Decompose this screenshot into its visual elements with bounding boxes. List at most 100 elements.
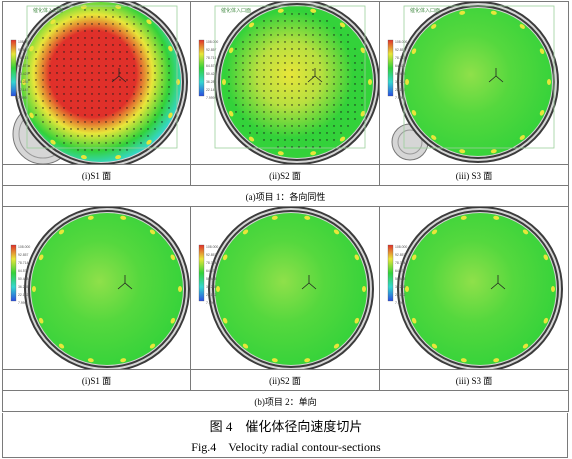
wall-hotspot bbox=[459, 149, 466, 154]
vector-dot bbox=[340, 69, 342, 71]
vector-dot bbox=[154, 79, 156, 81]
vector-dot bbox=[77, 51, 79, 53]
vector-dot bbox=[305, 48, 307, 50]
vector-dot bbox=[133, 44, 135, 46]
vector-dot bbox=[105, 72, 107, 74]
vector-dot bbox=[263, 76, 265, 78]
vector-dot bbox=[326, 62, 328, 64]
vector-dot bbox=[298, 111, 300, 113]
vector-dot bbox=[284, 13, 286, 15]
vector-dot bbox=[263, 34, 265, 36]
vector-dot bbox=[91, 149, 93, 151]
vector-dot bbox=[49, 58, 51, 60]
vector-dot bbox=[140, 37, 142, 39]
vector-dot bbox=[319, 90, 321, 92]
wall-hotspot bbox=[360, 110, 366, 117]
vector-dot bbox=[119, 121, 121, 123]
vector-dot bbox=[112, 51, 114, 53]
vector-dot bbox=[333, 48, 335, 50]
vector-dot bbox=[347, 83, 349, 85]
vector-dot bbox=[242, 41, 244, 43]
vector-dot bbox=[84, 37, 86, 39]
vector-dot bbox=[105, 149, 107, 151]
vector-dot bbox=[56, 135, 58, 137]
axis-triad bbox=[497, 282, 506, 290]
wall-hotspot bbox=[431, 24, 437, 29]
vector-dot bbox=[56, 51, 58, 53]
vector-dot bbox=[77, 37, 79, 39]
vector-dot bbox=[161, 51, 163, 53]
vector-dot bbox=[126, 100, 128, 102]
vector-dot bbox=[256, 55, 258, 57]
vector-dot bbox=[91, 86, 93, 88]
contour-image-a-s2: 108.000 92.857 78.714 64.571 50.428 36.285 22.… bbox=[198, 2, 379, 164]
vector-dot bbox=[84, 121, 86, 123]
wall-hotspot bbox=[339, 22, 346, 28]
vector-dot bbox=[168, 86, 170, 88]
vector-dot bbox=[291, 62, 293, 64]
vector-dot bbox=[56, 93, 58, 95]
vector-dot bbox=[63, 121, 65, 123]
legend-tick-label: 36.285 bbox=[395, 80, 405, 84]
vector-dot bbox=[291, 146, 293, 148]
velocity-contour bbox=[404, 213, 556, 365]
vector-dot bbox=[242, 125, 244, 127]
legend-tick-label: 22.142 bbox=[395, 293, 405, 297]
vector-dot bbox=[147, 72, 149, 74]
vector-dot bbox=[91, 93, 93, 95]
vector-dot bbox=[284, 139, 286, 141]
vector-dot bbox=[361, 83, 363, 85]
wall-hotspot bbox=[411, 109, 417, 116]
vector-dot bbox=[284, 20, 286, 22]
vector-dot bbox=[147, 51, 149, 53]
vector-dot bbox=[326, 55, 328, 57]
vector-dot bbox=[319, 146, 321, 148]
vector-dot bbox=[298, 90, 300, 92]
vector-dot bbox=[319, 83, 321, 85]
vector-dot bbox=[147, 37, 149, 39]
legend-bar bbox=[198, 244, 205, 302]
vector-dot bbox=[98, 37, 100, 39]
vector-dot bbox=[235, 76, 237, 78]
vector-dot bbox=[312, 27, 314, 29]
vector-dot bbox=[277, 146, 279, 148]
legend-tick-label: 108.000 bbox=[18, 40, 30, 44]
vector-dot bbox=[277, 83, 279, 85]
vector-dot bbox=[126, 135, 128, 137]
vector-dot bbox=[312, 146, 314, 148]
vector-dot bbox=[319, 125, 321, 127]
vector-dot bbox=[235, 90, 237, 92]
vector-dot bbox=[291, 48, 293, 50]
vector-dot bbox=[112, 128, 114, 130]
vector-dot bbox=[84, 107, 86, 109]
vector-dot bbox=[312, 20, 314, 22]
wall-hotspot bbox=[493, 215, 500, 220]
wall-hotspot bbox=[22, 79, 26, 85]
vector-dot bbox=[263, 118, 265, 120]
vector-dot bbox=[354, 97, 356, 99]
legend-tick-label: 92.857 bbox=[206, 253, 216, 257]
wall-hotspot bbox=[543, 317, 549, 324]
wall-hotspot bbox=[522, 229, 529, 235]
wall-hotspot bbox=[222, 79, 226, 85]
vector-dot bbox=[291, 97, 293, 99]
legend-tick-label: 108.000 bbox=[206, 40, 218, 44]
vector-dot bbox=[105, 9, 107, 11]
vector-dot bbox=[42, 65, 44, 67]
legend-tick-label: 64.571 bbox=[206, 269, 216, 273]
vector-dot bbox=[154, 37, 156, 39]
vector-dot bbox=[263, 83, 265, 85]
vector-dot bbox=[326, 69, 328, 71]
vector-dot bbox=[291, 139, 293, 141]
panel-b-s2: 108.000 92.857 78.714 64.571 50.428 36.285 22.… bbox=[190, 206, 380, 370]
vector-dot bbox=[326, 90, 328, 92]
vector-dot bbox=[70, 107, 72, 109]
vector-dot bbox=[70, 93, 72, 95]
vector-dot bbox=[147, 93, 149, 95]
vector-dot bbox=[119, 86, 121, 88]
vector-dot bbox=[42, 114, 44, 116]
vector-dot bbox=[98, 72, 100, 74]
legend-tick-label: 36.285 bbox=[18, 80, 28, 84]
legend-tick-label: 92.857 bbox=[395, 48, 405, 52]
vector-dot bbox=[284, 111, 286, 113]
